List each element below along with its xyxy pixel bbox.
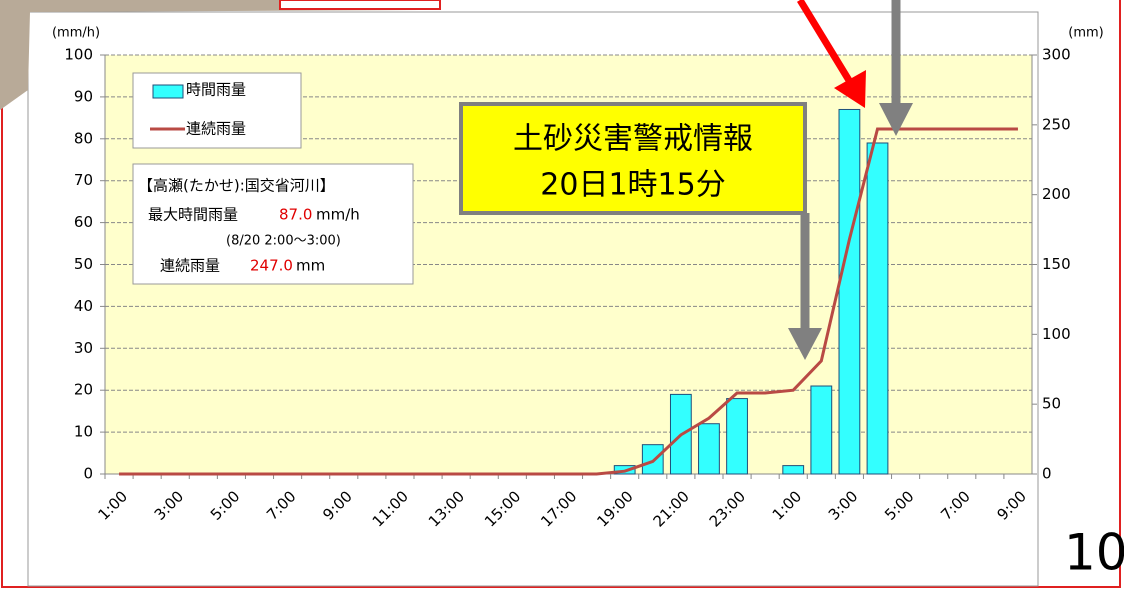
callout-line: 20日1時15分	[540, 168, 725, 203]
legend-label: 時間雨量	[186, 81, 246, 99]
info-box-frame	[132, 163, 414, 285]
info-max-label: 最大時間雨量	[148, 206, 238, 224]
photo-caption-box	[279, 0, 441, 10]
y2-tick-label: 0	[1042, 465, 1052, 483]
y-tick-label: 90	[74, 87, 93, 105]
info-max-unit: mm/h	[316, 206, 360, 224]
red-arrow	[797, 0, 853, 84]
info-max-value: 87.0	[279, 206, 312, 224]
y2-tick-label: 50	[1042, 395, 1061, 413]
y-tick-label: 100	[64, 46, 93, 64]
y-tick-label: 50	[74, 255, 93, 273]
y-unit: (mm/h)	[52, 26, 100, 41]
arrows	[788, 0, 913, 360]
gray-arrowhead	[788, 328, 822, 360]
y2-tick-label: 300	[1042, 46, 1071, 64]
bar	[838, 108, 861, 475]
callout-line: 土砂災害警戒情報	[513, 122, 753, 157]
y-tick-label: 10	[74, 423, 93, 441]
info-total-value: 247.0	[250, 257, 293, 275]
bar	[726, 398, 748, 475]
y2-tick-label: 100	[1042, 325, 1071, 343]
y-tick-label: 20	[74, 381, 93, 399]
y-tick-label: 40	[74, 297, 93, 315]
bar	[698, 423, 720, 475]
page-number: 10	[1064, 524, 1124, 582]
bar	[866, 142, 889, 475]
info-total-unit: mm	[296, 257, 325, 275]
line	[119, 127, 1018, 476]
y-tick-label: 30	[74, 339, 93, 357]
legend: 時間雨量 連続雨量	[132, 72, 302, 149]
y2-unit: (mm)	[1068, 26, 1103, 41]
y2-tick-label: 250	[1042, 115, 1071, 133]
gray-arrowhead	[879, 103, 913, 136]
y-tick-label: 80	[74, 129, 93, 147]
legend-swatch	[152, 84, 184, 99]
y-tick-label: 60	[74, 213, 93, 231]
bar	[782, 465, 805, 475]
bar	[641, 444, 664, 475]
y2-tick-label: 150	[1042, 255, 1071, 273]
y2-tick-label: 200	[1042, 185, 1071, 203]
red-arrowhead	[834, 70, 866, 108]
legend-label: 連続雨量	[186, 120, 246, 138]
callout: 土砂災害警戒情報 20日1時15分	[459, 102, 807, 215]
info-box: 【高瀬(たかせ):国交省河川】 最大時間雨量 87.0 mm/h (8/20 2…	[132, 163, 414, 285]
photo-fragment	[0, 0, 440, 110]
callout-box	[459, 102, 807, 215]
bar	[810, 385, 833, 475]
info-station: 【高瀬(たかせ):国交省河川】	[138, 177, 335, 195]
info-total-label: 連続雨量	[160, 257, 220, 275]
y-tick-label: 0	[83, 465, 93, 483]
info-max-period: (8/20 2:00〜3:00)	[226, 234, 341, 249]
y-tick-label: 70	[74, 171, 93, 189]
